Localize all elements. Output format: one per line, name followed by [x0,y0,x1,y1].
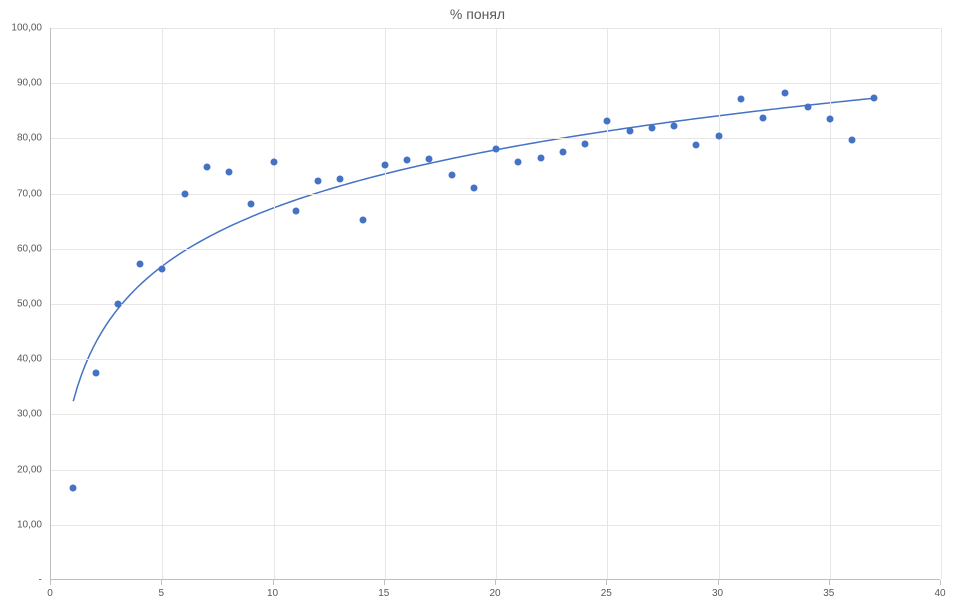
data-point [826,116,833,123]
x-tick-label: 20 [489,588,500,599]
gridline-vertical [607,28,608,579]
x-tick-mark [829,580,830,585]
y-tick-label: 40,00 [0,354,42,365]
data-point [359,217,366,224]
data-point [70,484,77,491]
x-tick-mark [606,580,607,585]
data-point [448,172,455,179]
x-tick-label: 15 [378,588,389,599]
x-tick-mark [161,580,162,585]
data-point [626,127,633,134]
data-point [604,118,611,125]
x-tick-mark [384,580,385,585]
data-point [760,114,767,121]
data-point [715,132,722,139]
data-point [315,178,322,185]
data-point [648,125,655,132]
y-tick-label: 80,00 [0,133,42,144]
data-point [159,266,166,273]
data-point [270,158,277,165]
gridline-vertical [385,28,386,579]
y-tick-label: 90,00 [0,78,42,89]
data-point [493,146,500,153]
x-tick-mark [495,580,496,585]
data-point [404,157,411,164]
data-point [515,158,522,165]
data-point [337,175,344,182]
gridline-vertical [274,28,275,579]
x-tick-label: 35 [823,588,834,599]
gridline-vertical [941,28,942,579]
y-tick-label: 50,00 [0,299,42,310]
data-point [470,185,477,192]
y-tick-label: 100,00 [0,23,42,34]
x-tick-mark [940,580,941,585]
x-tick-label: 5 [158,588,164,599]
gridline-vertical [496,28,497,579]
data-point [582,140,589,147]
x-tick-mark [273,580,274,585]
gridline-vertical [162,28,163,579]
y-tick-label: 20,00 [0,464,42,475]
data-point [537,154,544,161]
x-tick-label: 40 [934,588,945,599]
x-tick-mark [718,580,719,585]
x-tick-label: 30 [712,588,723,599]
x-tick-mark [50,580,51,585]
y-tick-label: 70,00 [0,188,42,199]
data-point [871,94,878,101]
data-point [381,161,388,168]
data-point [426,155,433,162]
y-tick-label: 10,00 [0,519,42,530]
x-tick-label: 10 [267,588,278,599]
data-point [782,89,789,96]
data-point [92,370,99,377]
data-point [292,208,299,215]
x-tick-label: 25 [601,588,612,599]
gridline-vertical [830,28,831,579]
data-point [693,142,700,149]
data-point [849,136,856,143]
y-tick-label: - [0,575,42,586]
data-point [226,169,233,176]
data-point [181,190,188,197]
data-point [559,148,566,155]
data-point [137,260,144,267]
y-tick-label: 30,00 [0,409,42,420]
data-point [114,301,121,308]
data-point [671,122,678,129]
y-tick-label: 60,00 [0,243,42,254]
plot-area [50,28,940,580]
data-point [248,200,255,207]
gridline-vertical [719,28,720,579]
data-point [804,103,811,110]
chart-title: % понял [0,6,955,22]
chart-container: % понял - 10,00 20,00 30,00 40,00 50,00 60,00 7… [0,0,955,611]
data-point [737,96,744,103]
data-point [203,164,210,171]
x-tick-label: 0 [47,588,53,599]
